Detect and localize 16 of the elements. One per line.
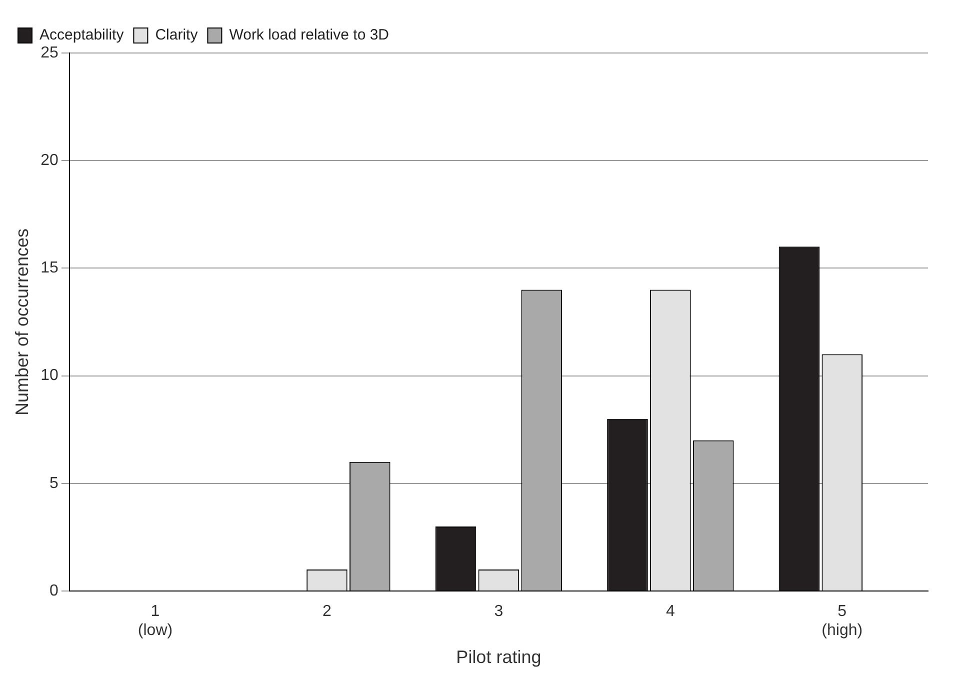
legend-label: Clarity (155, 26, 198, 44)
legend-label: Work load relative to 3D (229, 26, 390, 44)
y-tick-label: 0 (49, 582, 58, 600)
x-tick-label: 3 (494, 603, 504, 620)
legend-label: Acceptability (40, 26, 124, 44)
x-tick-label: 4 (666, 603, 675, 620)
x-tick-label: 2 (322, 603, 332, 620)
y-tick-label: 15 (40, 260, 58, 277)
y-tick-label: 10 (40, 367, 58, 384)
y-tick-label: 5 (49, 474, 58, 492)
y-axis-title: Number of occurrences (12, 228, 32, 416)
x-tick-label: 1 (low) (138, 603, 173, 640)
y-tick-label: 25 (40, 44, 58, 62)
x-axis-title: Pilot rating (456, 647, 542, 668)
y-tick-label: 20 (40, 152, 58, 170)
x-tick-label: 5 (high) (822, 603, 863, 640)
